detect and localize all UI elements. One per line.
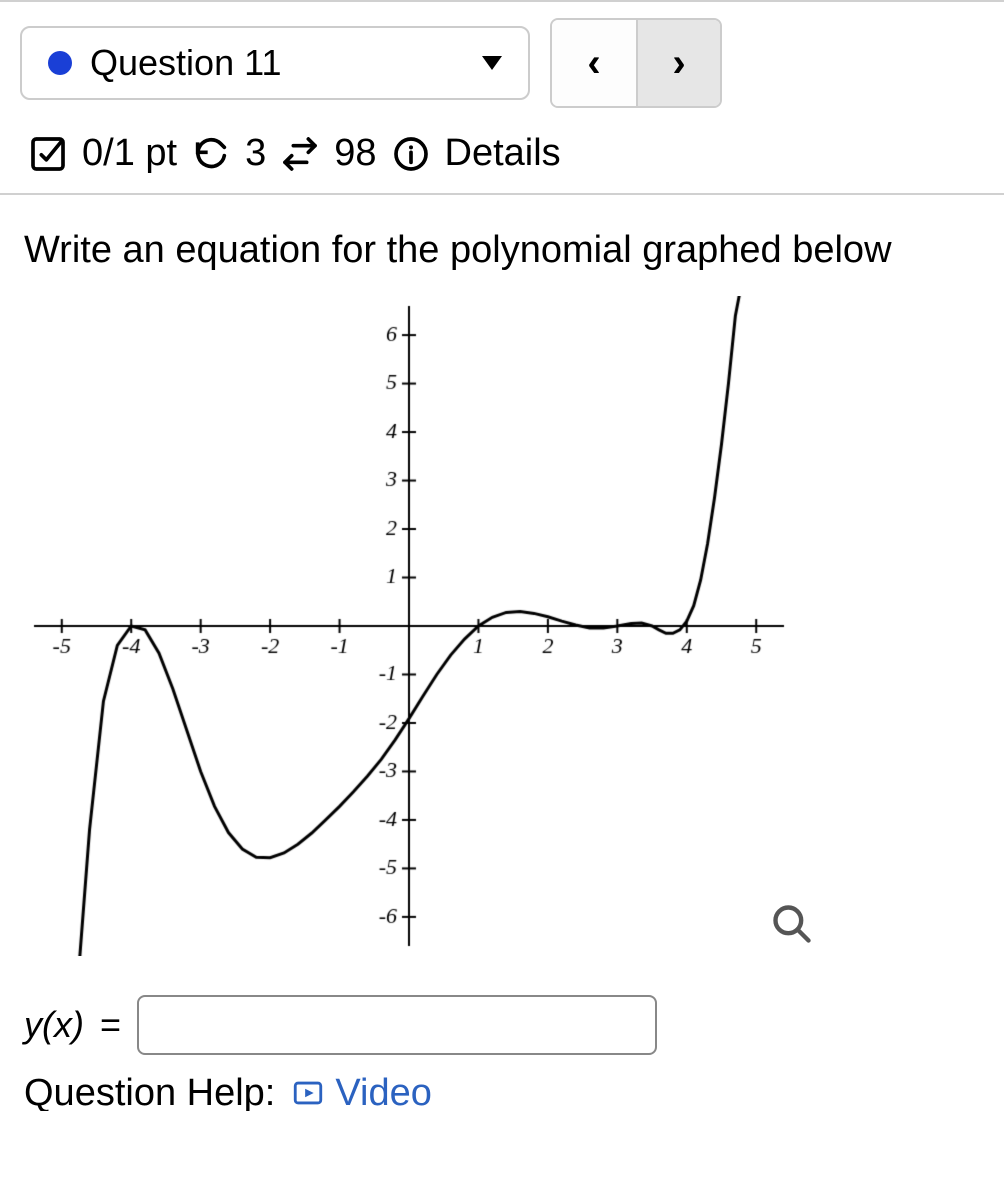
video-help-link[interactable]: Video <box>291 1072 432 1112</box>
chevron-right-icon: › <box>672 41 685 86</box>
chevron-left-icon: ‹ <box>587 41 600 86</box>
graph-container <box>0 286 1004 971</box>
status-dot-icon <box>48 51 72 75</box>
next-question-button[interactable]: › <box>636 20 720 106</box>
retry-icon <box>191 134 231 174</box>
zoom-button[interactable] <box>770 902 814 951</box>
question-nav-row: Question 11 ‹ › <box>0 2 1004 124</box>
help-label: Question Help: <box>24 1072 275 1112</box>
info-icon[interactable] <box>391 134 431 174</box>
equals-sign: = <box>100 1004 121 1046</box>
video-label: Video <box>335 1072 432 1112</box>
question-arrow-group: ‹ › <box>550 18 722 108</box>
answer-row: y(x) = <box>0 971 1004 1063</box>
swap-icon <box>280 134 320 174</box>
help-row: Question Help: Video <box>0 1063 1004 1111</box>
points-text: 0/1 pt <box>82 132 177 175</box>
question-label: Question 11 <box>90 42 281 84</box>
answer-input[interactable] <box>137 995 657 1055</box>
status-row: 0/1 pt 3 98 Details <box>0 124 1004 193</box>
tries-total: 98 <box>334 132 376 175</box>
details-link[interactable]: Details <box>445 132 561 175</box>
question-prompt: Write an equation for the polynomial gra… <box>0 195 1004 286</box>
caret-down-icon <box>482 56 502 70</box>
attempts-remaining: 3 <box>245 132 266 175</box>
checkbox-icon <box>28 134 68 174</box>
polynomial-graph <box>24 296 794 956</box>
question-selector[interactable]: Question 11 <box>20 26 530 100</box>
prev-question-button[interactable]: ‹ <box>552 20 636 106</box>
answer-label: y(x) <box>24 1004 84 1046</box>
